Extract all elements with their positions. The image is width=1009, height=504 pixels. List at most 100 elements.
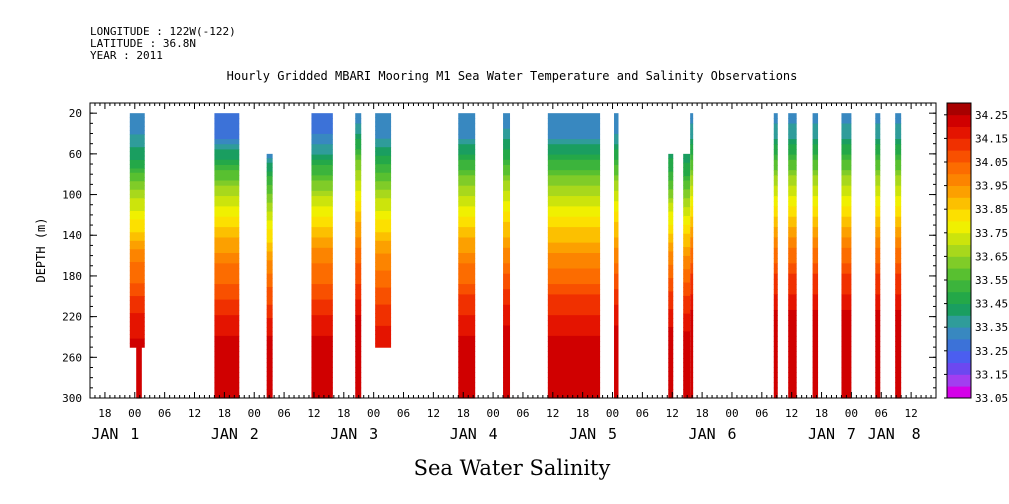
profile-cell [614, 294, 619, 301]
profile-column [788, 113, 797, 399]
profile-cell [841, 335, 852, 342]
profile-cell [683, 287, 691, 293]
profile-cell [895, 201, 902, 207]
profile-cell [668, 384, 674, 390]
profile-cell [266, 211, 273, 217]
profile-cell [355, 377, 362, 384]
profile-cell [375, 228, 392, 233]
profile-cell [812, 221, 819, 228]
profile-cell [503, 242, 511, 249]
profile-cell [547, 387, 601, 394]
profile-cell [458, 221, 476, 228]
profile-cell [547, 211, 601, 218]
profile-cell [690, 247, 694, 254]
profile-cell [773, 232, 778, 239]
profile-cell [375, 232, 392, 238]
profile-cell [547, 320, 601, 327]
profile-cell [214, 253, 240, 259]
profile-cell [458, 289, 476, 296]
profile-cell [788, 164, 797, 171]
profile-cell [668, 278, 674, 284]
profile-cell [668, 238, 674, 244]
profile-column [503, 113, 511, 399]
profile-cell [458, 341, 476, 347]
profile-cell [458, 304, 476, 311]
profile-cell [503, 315, 511, 321]
profile-cell [788, 289, 797, 296]
profile-cell [129, 159, 145, 165]
profile-cell [773, 268, 778, 275]
profile-cell [355, 361, 362, 368]
profile-cell [614, 221, 619, 228]
profile-cell [841, 278, 852, 285]
profile-cell [788, 113, 797, 119]
profile-cell [136, 372, 142, 374]
profile-cell [895, 175, 902, 182]
profile-cell [841, 304, 852, 311]
x-tick-label: 18 [695, 407, 708, 420]
profile-cell [214, 237, 240, 244]
profile-cell [266, 375, 273, 381]
profile-cell [788, 253, 797, 259]
profile-cell [895, 128, 902, 135]
profile-cell [668, 211, 674, 217]
profile-cell [266, 322, 273, 328]
profile-cell [355, 144, 362, 151]
profile-cell [812, 190, 819, 197]
profile-cell [614, 377, 619, 384]
profile-cell [458, 139, 476, 145]
profile-cell [129, 342, 145, 348]
profile-cell [773, 154, 778, 161]
colorbar-swatch [947, 339, 971, 352]
profile-cell [668, 220, 674, 226]
profile-cell [683, 176, 691, 182]
profile-cell [503, 346, 511, 352]
profile-cell [266, 251, 273, 257]
profile-cell [503, 149, 511, 156]
profile-cell [841, 263, 852, 270]
profile-cell [547, 175, 601, 182]
profile-cell [311, 273, 333, 280]
profile-cell [812, 387, 819, 394]
profile-cell [311, 128, 333, 135]
x-tick-label: 06 [397, 407, 410, 420]
profile-cell [311, 164, 333, 171]
profile-cell [458, 325, 476, 332]
profile-cell [311, 351, 333, 358]
profile-cell [812, 341, 819, 347]
profile-cell [547, 304, 601, 311]
profile-cell [129, 125, 145, 131]
profile-cell [841, 330, 852, 337]
profile-cell [129, 274, 145, 280]
profile-cell [136, 356, 142, 358]
x-tick-label: 06 [875, 407, 888, 420]
profile-cell [375, 194, 392, 199]
x-date-label: JAN [868, 425, 895, 443]
profile-cell [895, 144, 902, 151]
profile-cell [895, 325, 902, 332]
profile-cell [375, 296, 392, 301]
profile-cell [895, 258, 902, 264]
profile-cell [375, 330, 392, 335]
profile-cell [136, 352, 142, 355]
profile-cell [214, 185, 240, 192]
profile-cell [614, 382, 619, 389]
profile-cell [266, 233, 273, 239]
profile-cell [547, 361, 601, 368]
profile-cell [375, 198, 392, 204]
profile-cell [458, 190, 476, 197]
profile-cell [690, 113, 694, 119]
profile-cell [875, 382, 881, 389]
profile-cell [503, 180, 511, 187]
profile-cell [503, 377, 511, 384]
profile-cell [841, 118, 852, 125]
profile-cell [311, 216, 333, 223]
profile-column [355, 113, 362, 399]
profile-cell [841, 289, 852, 296]
profile-cell [690, 258, 694, 264]
profile-cell [788, 258, 797, 264]
longitude-label: LONGITUDE : 122W(-122) [90, 25, 236, 38]
profile-cell [214, 201, 240, 207]
profile-cell [895, 263, 902, 270]
